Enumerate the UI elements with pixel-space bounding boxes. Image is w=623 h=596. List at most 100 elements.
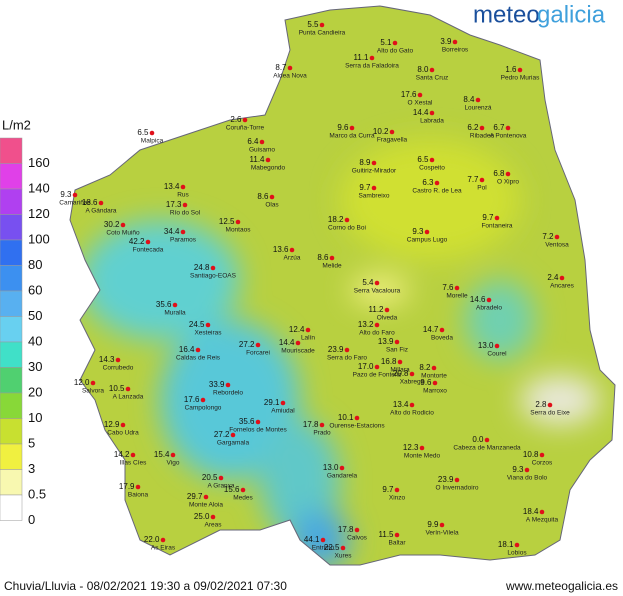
station-value: 18.2 xyxy=(328,215,344,224)
station-value: 6.2 xyxy=(467,123,479,132)
station-name: Aldea Nova xyxy=(273,73,307,80)
station-name: Montorte xyxy=(421,373,447,380)
station-dot xyxy=(479,177,485,183)
station-name: Viana do Bolo xyxy=(507,475,548,482)
station-dot xyxy=(349,125,355,131)
station-name: O Invernadoiro xyxy=(436,485,479,492)
station-value: 13.0 xyxy=(478,341,494,350)
station-name: Vigo xyxy=(167,460,180,467)
station-value: 5.5 xyxy=(307,20,319,29)
station-dot xyxy=(210,265,216,271)
station-name: Lobios xyxy=(507,550,527,557)
footer-left: Chuvia/Lluvia - 08/02/2021 19:30 a 09/02… xyxy=(4,579,287,593)
station-value: 10.5 xyxy=(109,384,125,393)
legend-label: 3 xyxy=(28,461,35,476)
station-name: Serra do Faro xyxy=(327,355,367,362)
station-value: 6.5 xyxy=(417,155,429,164)
station-dot xyxy=(149,130,155,136)
station-dot xyxy=(180,229,186,235)
station-dot xyxy=(539,509,545,515)
station-name: Alto do Gato xyxy=(377,48,414,55)
station-name: Cabo Udra xyxy=(107,430,139,437)
station-value: 14.4 xyxy=(279,338,295,347)
station-dot xyxy=(439,522,445,528)
station-name: Amiudal xyxy=(271,408,295,415)
station-name: Malpica xyxy=(141,138,164,145)
station-value: 9.9 xyxy=(427,520,439,529)
station-dot xyxy=(429,67,435,73)
station-name: Verín-Vilela xyxy=(425,530,459,537)
station-name: A Lanzada xyxy=(113,394,144,401)
station-name: Coto Muiño xyxy=(106,230,140,237)
station-dot xyxy=(319,22,325,28)
station-dot xyxy=(394,487,400,493)
station-value: 14.7 xyxy=(423,325,439,334)
station-name: Millara xyxy=(390,367,410,374)
station-value: 35.6 xyxy=(239,417,255,426)
station-value: 16.4 xyxy=(179,345,195,354)
station-value: 14.3 xyxy=(99,355,115,364)
station-name: San Fiz xyxy=(386,347,408,354)
station-name: Marroxo xyxy=(423,388,447,395)
legend-label: 5 xyxy=(28,435,35,450)
station-name: A Mezquita xyxy=(526,517,559,524)
station-name: O Xestal xyxy=(408,100,433,107)
legend-band xyxy=(0,341,23,368)
station-name: Serra da Faladoira xyxy=(345,63,399,70)
station-value: 6.7 xyxy=(493,123,505,132)
station-name: Muralla xyxy=(164,310,186,317)
station-dot xyxy=(539,452,545,458)
station-name: Fragavella xyxy=(377,137,408,144)
station-value: 15.6 xyxy=(224,485,240,494)
station-value: 12.5 xyxy=(219,217,235,226)
station-value: 9.6 xyxy=(337,123,349,132)
station-value: 7.6 xyxy=(442,283,454,292)
legend-band xyxy=(0,239,23,266)
station-name: Guitiriz-Mirador xyxy=(352,168,397,175)
station-name: Pol xyxy=(477,185,487,192)
station-dot xyxy=(172,302,178,308)
station-name: Sambreixo xyxy=(358,193,389,200)
station-dot xyxy=(354,415,360,421)
station-dot xyxy=(524,467,530,473)
station-dot xyxy=(394,532,400,538)
station-name: Alto do Rodicio xyxy=(390,410,434,417)
station-name: Fontaneira xyxy=(481,223,512,230)
station-name: Illas Cíes xyxy=(120,460,147,467)
station-name: Monte Aloia xyxy=(189,502,223,509)
station-value: 6.8 xyxy=(493,169,505,178)
station-value: 17.6 xyxy=(401,90,417,99)
station-name: Corno do Boi xyxy=(328,225,366,232)
station-dot xyxy=(255,342,261,348)
station-dot xyxy=(255,419,261,425)
station-dot xyxy=(339,465,345,471)
station-value: 17.9 xyxy=(119,482,135,491)
station-name: Santa Cruz xyxy=(416,75,449,82)
station-dot xyxy=(145,239,151,245)
logo-galicia: galicia xyxy=(537,1,606,28)
station-dot xyxy=(218,475,224,481)
station-name: Pazo de Fontefiz xyxy=(353,372,402,379)
station-dot xyxy=(409,371,415,377)
station-value: 9.6 xyxy=(420,378,432,387)
legend-band xyxy=(0,316,23,343)
station-dot xyxy=(235,219,241,225)
station-dot xyxy=(374,364,380,370)
station-name: Serra Vacaloura xyxy=(354,288,401,295)
station-dot xyxy=(384,307,390,313)
station-value: 23.9 xyxy=(438,475,454,484)
station-name: Castro R. de Lea xyxy=(412,188,462,195)
station-name: Punta Candieira xyxy=(299,30,346,37)
legend-label: 40 xyxy=(28,333,42,348)
station-name: Ventosa xyxy=(545,242,569,249)
station-value: 22.0 xyxy=(144,535,160,544)
legend-label: 120 xyxy=(28,206,50,221)
station-name: Corrubedo xyxy=(103,365,134,372)
station-name: Campus Lugo xyxy=(407,237,448,244)
station-name: Arzúa xyxy=(284,255,301,262)
station-name: Olas xyxy=(265,202,279,209)
station-value: 22.5 xyxy=(324,543,340,552)
station-dot xyxy=(389,129,395,135)
station-name: Courel xyxy=(487,351,507,358)
station-value: 1.6 xyxy=(505,65,517,74)
